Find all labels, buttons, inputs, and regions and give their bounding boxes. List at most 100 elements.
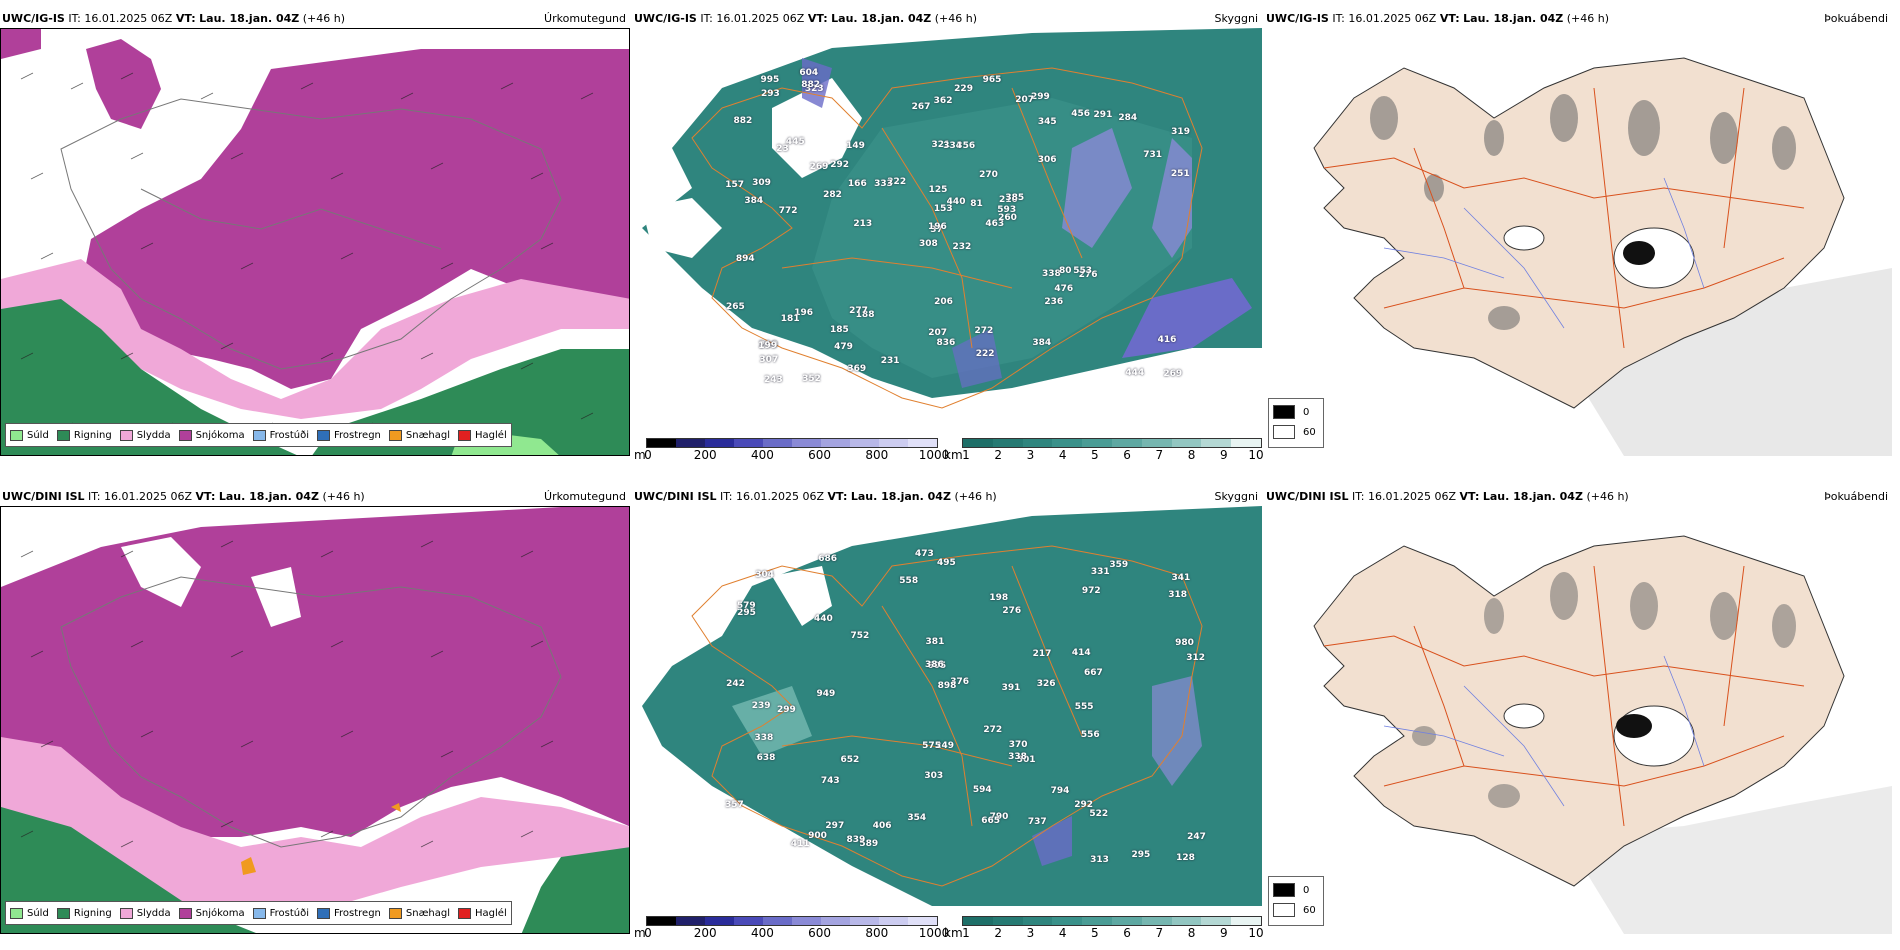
colorbar-tick-label: 1 [962, 926, 970, 940]
vt-value: Lau. 18.jan. 04Z [199, 12, 300, 25]
cloud-base-value-label: 338 [754, 732, 774, 743]
legend-item: Haglél [458, 907, 507, 919]
model-label: UWC/DINI ISL [1266, 490, 1349, 503]
cloud-base-value-label: 416 [1157, 334, 1177, 345]
cloud-base-value-label: 476 [1054, 284, 1074, 295]
cloud-base-value-label: 882 [801, 79, 821, 90]
vt-label: VT: [1439, 12, 1460, 25]
cloud-base-value-label: 772 [778, 205, 798, 216]
cloud-base-value-label: 790 [989, 811, 1009, 822]
cloud-base-value-label: 291 [1093, 110, 1113, 121]
visibility-colorbar: km 1 2 3 4 5 6 7 8 9 10 [944, 436, 1264, 462]
colorbar-tick-label: 1000 [918, 926, 950, 940]
it-label: IT: [720, 490, 733, 503]
legend-item: Snæhagl [388, 907, 450, 919]
cloud-base-value-label: 293 [760, 89, 780, 100]
cloud-base-value-label: 319 [1171, 126, 1190, 137]
colorbar-tick-label: 200 [693, 448, 717, 462]
model-label: UWC/IG-IS [634, 12, 697, 25]
cloud-base-value-label: 207 [1015, 94, 1035, 105]
cloud-base-value-label: 303 [924, 770, 944, 781]
fog-indicator-panel-bottom: UWC/DINI ISL IT: 16.01.2025 06Z VT: Lau.… [1264, 488, 1900, 948]
visibility-colorbar: km 1 2 3 4 5 6 7 8 9 10 [944, 914, 1264, 940]
legend-item: Frostregn [317, 907, 381, 919]
fog-legend: 0 60 [1268, 876, 1324, 926]
cloud-base-value-label: 292 [1074, 799, 1094, 810]
cloud-base-value-label: 313 [1090, 855, 1109, 866]
fog-map-graphic [1264, 28, 1892, 456]
colorbar-tick-label: 9 [1219, 448, 1228, 462]
colorbar-tick-label: 800 [865, 926, 889, 940]
cloud-base-value-label: 440 [814, 613, 833, 624]
cloud-base-value-label: 579 [736, 600, 756, 611]
cloud-base-value-label: 222 [975, 348, 995, 359]
lead-time: (+46 h) [302, 12, 346, 25]
panel-header: UWC/DINI ISL IT: 16.01.2025 06Z VT: Lau.… [0, 488, 630, 506]
precip-map-graphic [1, 507, 629, 933]
cloud-base-value-label: 196 [794, 307, 813, 318]
colorbar-tick-label: 5 [1091, 448, 1099, 462]
cloud-base-value-label: 272 [974, 325, 994, 336]
cloud-base-value-label: 321 [931, 140, 951, 151]
cloud-base-value-label: 900 [808, 831, 827, 842]
it-value: 16.01.2025 06Z [1368, 490, 1457, 503]
cloud-base-value-label: 384 [1032, 337, 1052, 348]
legend-item: Snjókoma [178, 429, 245, 441]
it-label: IT: [68, 12, 81, 25]
cloud-base-value-label: 242 [726, 678, 745, 689]
cloud-base-value-label: 153 [933, 204, 953, 215]
it-value: 16.01.2025 06Z [736, 490, 825, 503]
cloud-base-value-label: 251 [1170, 168, 1190, 179]
cloud-base-value-label: 199 [758, 341, 778, 352]
cloud-base-value-label: 232 [952, 241, 972, 252]
colorbar-tick-label: 1000 [918, 448, 950, 462]
cloud-base-value-label: 354 [907, 813, 927, 824]
cloud-base-value-label: 323 [804, 83, 824, 94]
colorbar-tick-label: 10 [1248, 926, 1264, 940]
precip-map: Súld Rigning Slydda Snjókoma Frostúði Fr… [0, 506, 630, 934]
colorbar-tick-label: 7 [1155, 926, 1164, 940]
cloud-base-value-label: 269 [1163, 368, 1183, 379]
cloud-base-value-label: 267 [911, 101, 931, 112]
cloud-base-value-label: 479 [834, 342, 853, 353]
panel-title: Þokuábendi [1824, 490, 1888, 503]
legend-item: Slydda [119, 429, 171, 441]
cloud-visibility-panel-top: UWC/IG-IS IT: 16.01.2025 06Z VT: Lau. 18… [632, 10, 1264, 470]
cloud-base-value-label: 495 [936, 558, 956, 569]
cloud-base-value-label: 456 [1071, 108, 1091, 119]
cloud-base-value-label: 331 [1090, 567, 1110, 578]
cloud-base-value-label: 239 [751, 701, 771, 712]
cloud-base-value-label: 272 [983, 724, 1003, 735]
cloud-base-value-label: 980 [1175, 637, 1194, 648]
model-label: UWC/DINI ISL [634, 490, 717, 503]
cloud-base-value-label: 213 [853, 219, 873, 230]
cloud-base-value-label: 369 [847, 364, 867, 375]
it-value: 16.01.2025 06Z [716, 12, 805, 25]
cloud-base-value-label: 575 [922, 740, 941, 751]
panel-title: Skyggni [1214, 490, 1258, 503]
cloud-base-value-label: 386 [924, 660, 944, 670]
vt-label: VT: [827, 490, 848, 503]
precip-map: Súld Rigning Slydda Snjókoma Frostúði Fr… [0, 28, 630, 456]
cloud-base-value-label: 555 [1074, 702, 1094, 713]
legend-item: Frostúði [252, 429, 309, 441]
cloud-base-value-label: 341 [1171, 572, 1191, 583]
cloud-visibility-map: 242 495 414 341 579 295 299 276 381 359 376 556 473 2… [632, 506, 1262, 906]
precip-type-panel-bottom: UWC/DINI ISL IT: 16.01.2025 06Z VT: Lau.… [0, 488, 630, 948]
cloud-base-value-label: 210 [758, 340, 778, 351]
lead-time: (+46 h) [934, 12, 978, 25]
lead-time: (+46 h) [1586, 490, 1629, 503]
panel-title: Úrkomutegund [544, 490, 626, 503]
cloud-base-value-label: 593 [997, 204, 1017, 215]
precip-type-panel-top: UWC/IG-IS IT: 16.01.2025 06Z VT: Lau. 18… [0, 10, 630, 470]
fog-map-graphic [1264, 506, 1892, 934]
it-value: 16.01.2025 06Z [1348, 12, 1437, 25]
it-label: IT: [1352, 490, 1365, 503]
cloud-base-value-label: 836 [936, 338, 956, 349]
legend-item: Frostregn [317, 429, 381, 441]
cloud-base-value-label: 125 [928, 184, 948, 195]
cloud-base-value-label: 307 [759, 355, 779, 366]
panel-header: UWC/IG-IS IT: 16.01.2025 06Z VT: Lau. 18… [1264, 10, 1892, 28]
colorbar-tick-label: 800 [865, 448, 889, 462]
colorbar-tick-label: 9 [1219, 926, 1228, 940]
